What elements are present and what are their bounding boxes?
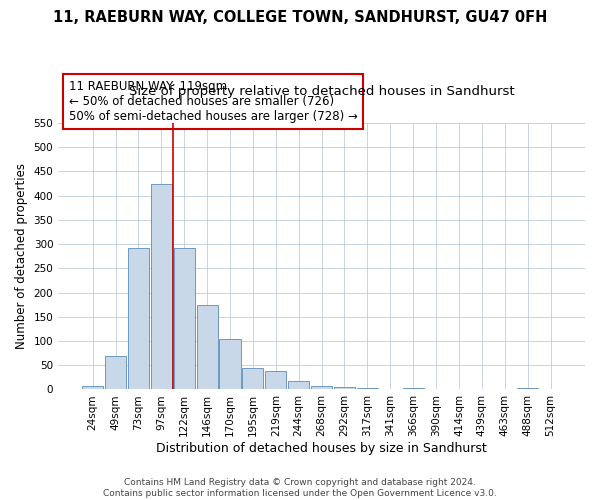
Text: 11 RAEBURN WAY: 119sqm
← 50% of detached houses are smaller (726)
50% of semi-de: 11 RAEBURN WAY: 119sqm ← 50% of detached… (69, 80, 358, 123)
Bar (334, 387, 355, 390)
Bar (173, 248, 195, 390)
Bar (357, 388, 378, 390)
Text: Contains HM Land Registry data © Crown copyright and database right 2024.
Contai: Contains HM Land Registry data © Crown c… (103, 478, 497, 498)
Bar (265, 370, 286, 390)
Bar (220, 338, 241, 390)
Bar (151, 184, 172, 390)
Bar (105, 356, 126, 390)
Bar (403, 388, 424, 390)
Text: 11, RAEBURN WAY, COLLEGE TOWN, SANDHURST, GU47 0FH: 11, RAEBURN WAY, COLLEGE TOWN, SANDHURST… (53, 10, 547, 25)
Bar (82, 386, 103, 390)
Bar (242, 368, 263, 390)
Title: Size of property relative to detached houses in Sandhurst: Size of property relative to detached ho… (129, 85, 514, 98)
Bar (288, 381, 309, 390)
Bar (517, 388, 538, 390)
X-axis label: Distribution of detached houses by size in Sandhurst: Distribution of detached houses by size … (156, 442, 487, 455)
Y-axis label: Number of detached properties: Number of detached properties (15, 163, 28, 349)
Bar (311, 386, 332, 390)
Bar (128, 248, 149, 390)
Bar (197, 305, 218, 390)
